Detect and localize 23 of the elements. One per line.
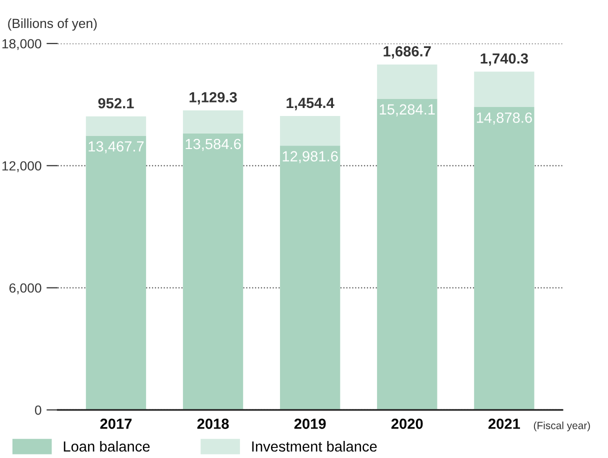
x-tick-label: 2020: [391, 418, 423, 429]
y-tick-label: 12,000: [2, 161, 42, 172]
data-label: 1,454.4: [286, 98, 334, 110]
data-label: 952.1: [98, 98, 134, 108]
data-label: 1,740.3: [480, 53, 528, 66]
data-label: 15,284.1: [380, 104, 435, 116]
y-axis-title: (Billions of yen): [8, 18, 97, 31]
x-tick-label: 2019: [294, 418, 326, 429]
x-tick-label: 2017: [100, 418, 132, 429]
data-label: 12,981.6: [282, 151, 338, 164]
legend-label: Loan balance: [64, 440, 150, 452]
legend-label: Investment balance: [252, 440, 377, 452]
data-label: 14,878.6: [476, 112, 532, 125]
x-tick-label: 2018: [197, 418, 229, 429]
y-tick-label: 6,000: [9, 283, 42, 294]
x-axis-title: (Fiscal year): [534, 422, 590, 432]
data-label: 13,584.6: [186, 138, 241, 151]
data-label: 13,467.7: [88, 141, 144, 154]
data-label: 1,686.7: [384, 46, 431, 59]
y-tick-label: 0: [34, 405, 42, 415]
y-tick-label: 18,000: [2, 39, 42, 50]
data-label: 1,129.3: [190, 92, 237, 105]
x-tick-label: 2021: [488, 418, 520, 429]
